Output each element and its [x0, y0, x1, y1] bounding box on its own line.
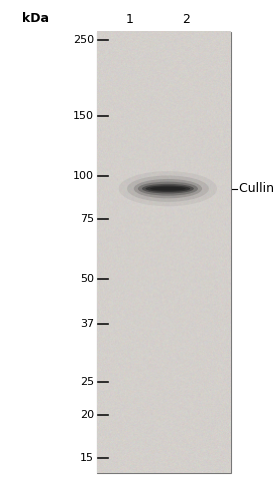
Text: 75: 75: [80, 214, 94, 224]
Text: 50: 50: [80, 274, 94, 284]
Ellipse shape: [119, 171, 217, 206]
Bar: [97, 32, 231, 473]
Ellipse shape: [146, 185, 190, 192]
Text: 25: 25: [80, 377, 94, 387]
Ellipse shape: [127, 176, 209, 202]
Text: 1: 1: [126, 13, 133, 26]
Ellipse shape: [150, 187, 186, 191]
Text: Cullin 1: Cullin 1: [239, 182, 273, 195]
Ellipse shape: [134, 179, 202, 198]
Text: 100: 100: [73, 171, 94, 182]
Text: 15: 15: [80, 453, 94, 463]
Text: 150: 150: [73, 111, 94, 121]
Text: 250: 250: [73, 35, 94, 45]
Text: 20: 20: [80, 410, 94, 420]
Text: 2: 2: [182, 13, 189, 26]
Text: kDa: kDa: [22, 12, 49, 25]
Ellipse shape: [142, 184, 194, 194]
Text: 37: 37: [80, 319, 94, 329]
Ellipse shape: [138, 182, 198, 196]
